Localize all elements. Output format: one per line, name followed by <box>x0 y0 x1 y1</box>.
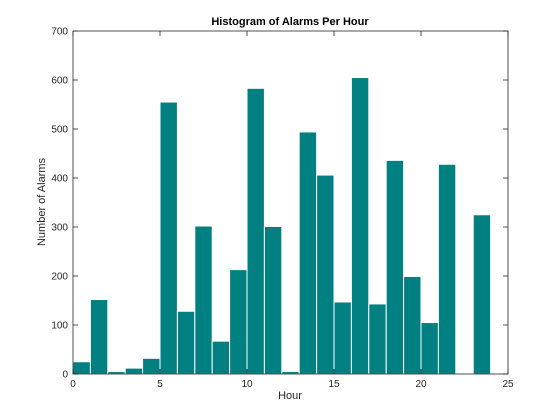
histogram-bar <box>403 275 422 375</box>
histogram-bar <box>176 310 196 375</box>
histogram-bar <box>385 159 405 375</box>
y-axis-ticks: 0 100 200 300 400 500 600 700 <box>51 27 508 381</box>
histogram-bar <box>72 361 91 375</box>
histogram-bar <box>229 269 248 375</box>
histogram-bar <box>333 301 352 375</box>
y-tick-label: 400 <box>51 174 68 185</box>
histogram-bar <box>124 367 144 375</box>
x-tick-label: 0 <box>70 379 76 390</box>
histogram-bar <box>472 214 492 375</box>
y-tick-label: 700 <box>51 27 68 38</box>
x-tick-label: 15 <box>328 379 340 390</box>
y-tick-label: 600 <box>51 76 68 87</box>
histogram-bar <box>368 303 387 375</box>
y-tick-label: 200 <box>51 272 68 283</box>
chart-title: Histogram of Alarms Per Hour <box>211 16 369 28</box>
histogram-bar <box>298 131 318 375</box>
histogram-bar <box>142 357 161 375</box>
histogram-bar <box>263 226 283 375</box>
histogram-bar <box>437 163 457 375</box>
x-tick-label: 5 <box>157 379 163 390</box>
x-axis-ticks: 0 5 10 15 20 25 <box>70 31 514 390</box>
histogram-bar <box>350 77 370 375</box>
plot-frame <box>72 30 509 375</box>
histogram-bar <box>246 87 265 375</box>
y-tick-label: 0 <box>62 370 68 381</box>
y-tick-label: 500 <box>51 125 68 136</box>
y-tick-label: 100 <box>51 321 68 332</box>
histogram-bar <box>316 174 335 375</box>
y-tick-label: 300 <box>51 223 68 234</box>
x-axis-label: Hour <box>278 390 302 402</box>
histogram-bar <box>194 225 213 375</box>
histogram-bar <box>89 299 109 375</box>
histogram-bar <box>211 340 231 375</box>
x-tick-label: 25 <box>502 379 514 390</box>
x-tick-label: 20 <box>415 379 427 390</box>
x-tick-label: 10 <box>241 379 253 390</box>
histogram-bar <box>420 322 439 375</box>
bars-group <box>72 77 492 375</box>
y-axis-label: Number of Alarms <box>36 157 48 246</box>
histogram-bar <box>159 101 178 375</box>
